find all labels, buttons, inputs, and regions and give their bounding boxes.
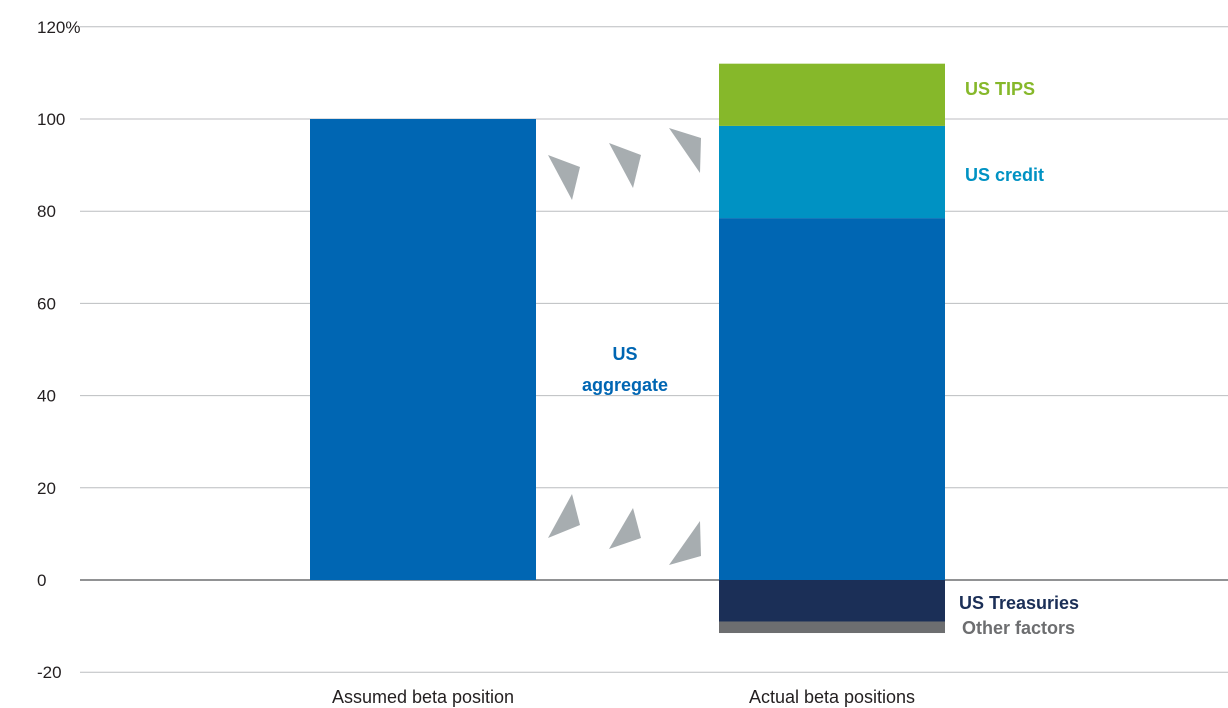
flow-arrow-icon bbox=[669, 521, 701, 565]
flow-arrows bbox=[548, 128, 701, 565]
other-factors-label: Other factors bbox=[962, 618, 1075, 638]
us-tips-label: US TIPS bbox=[965, 79, 1035, 99]
us-credit-label: US credit bbox=[965, 165, 1044, 185]
us-aggregate-label-line1: US bbox=[612, 344, 637, 364]
category-label-actual: Actual beta positions bbox=[749, 687, 915, 707]
gridlines bbox=[80, 26, 1228, 673]
flow-arrow-icon bbox=[669, 128, 701, 173]
bars bbox=[310, 63, 945, 634]
flow-arrow-icon bbox=[609, 508, 641, 549]
y-tick-label: 40 bbox=[37, 387, 56, 406]
y-tick-label: 0 bbox=[37, 571, 46, 590]
bar-segment-us-credit bbox=[719, 125, 945, 219]
y-axis-ticks: -20 0 20 40 60 80 100 120% bbox=[37, 18, 80, 682]
flow-arrow-icon bbox=[609, 143, 641, 188]
bar-segment-us-aggregate bbox=[310, 119, 536, 580]
y-tick-label: 20 bbox=[37, 479, 56, 498]
us-treasuries-label: US Treasuries bbox=[959, 593, 1079, 613]
y-tick-label: 80 bbox=[37, 202, 56, 221]
bar-segment-us-treasuries bbox=[719, 580, 945, 622]
y-tick-label: 120% bbox=[37, 18, 80, 37]
y-tick-label: -20 bbox=[37, 663, 62, 682]
bar-segment-us-aggregate bbox=[719, 218, 945, 581]
us-aggregate-label-line2: aggregate bbox=[582, 375, 668, 395]
bar-segment-us-tips bbox=[719, 63, 945, 126]
bar-segment-other-factors bbox=[719, 621, 945, 634]
category-label-assumed: Assumed beta position bbox=[332, 687, 514, 707]
y-tick-label: 60 bbox=[37, 294, 56, 313]
y-tick-label: 100 bbox=[37, 110, 65, 129]
flow-arrow-icon bbox=[548, 155, 580, 200]
flow-arrow-icon bbox=[548, 494, 580, 538]
